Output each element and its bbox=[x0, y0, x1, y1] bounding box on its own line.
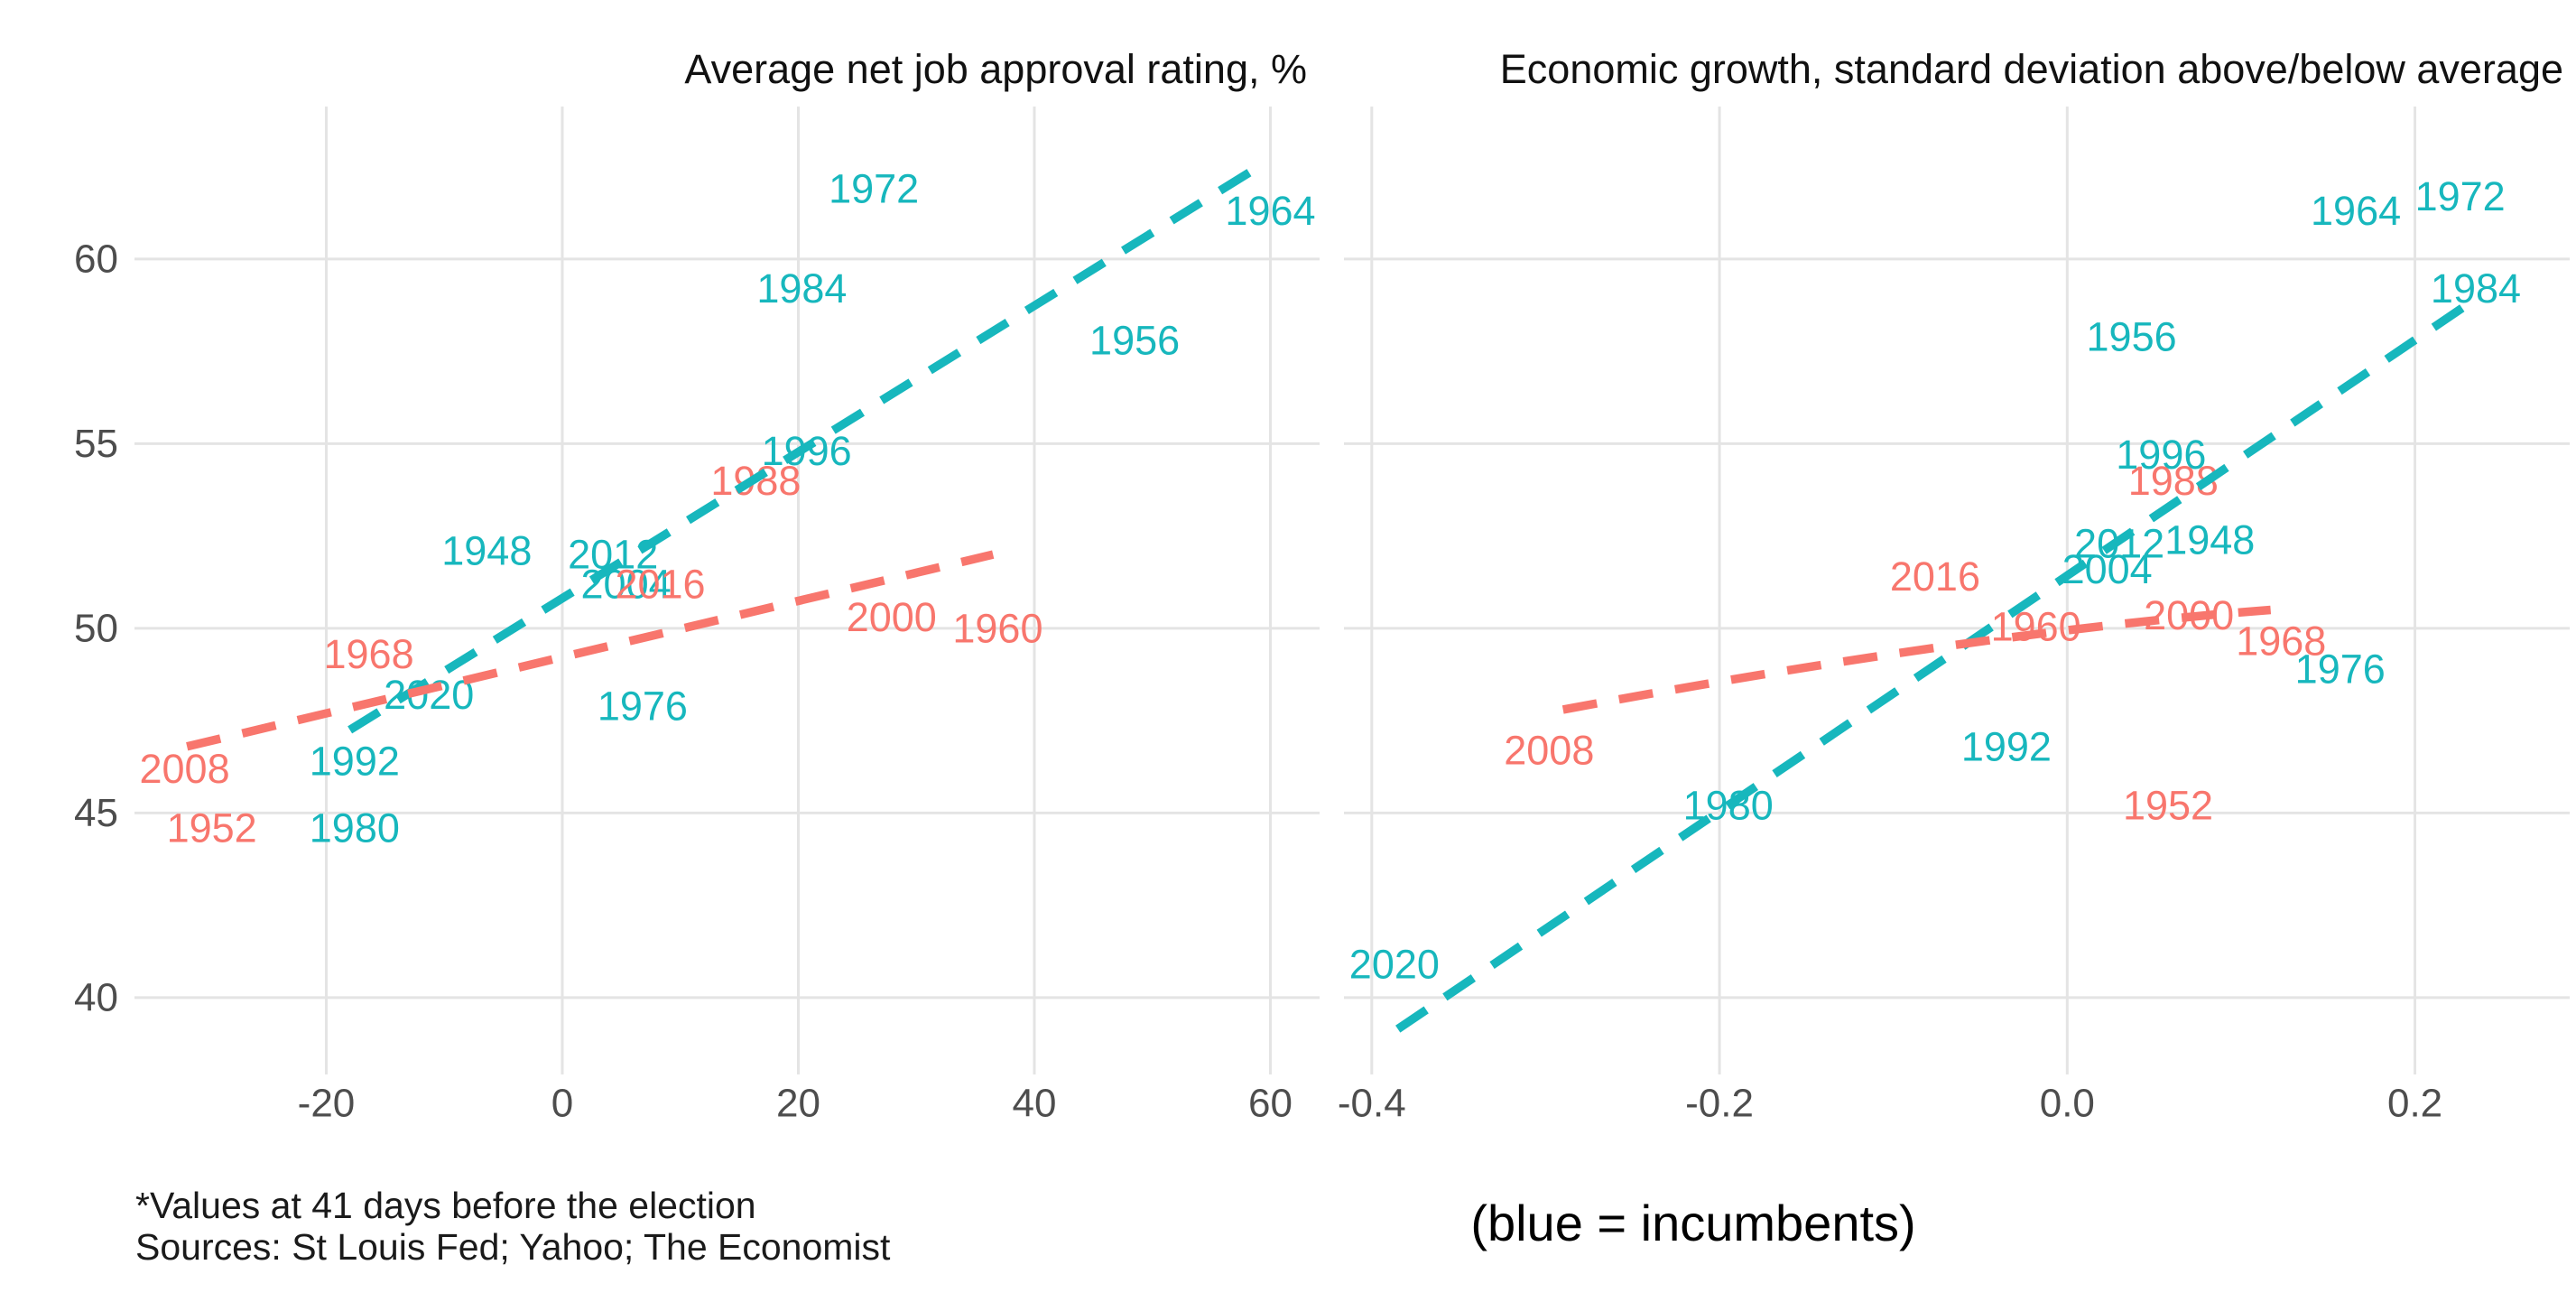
year-label-1976: 1976 bbox=[2295, 646, 2386, 692]
year-label-2020: 2020 bbox=[384, 672, 474, 718]
footnote-line-2: Sources: St Louis Fed; Yahoo; The Econom… bbox=[135, 1226, 891, 1268]
y-tick-label-50: 50 bbox=[74, 606, 118, 650]
x-tick-label--0.2: -0.2 bbox=[1685, 1082, 1754, 1126]
y-tick-label-45: 45 bbox=[74, 791, 118, 835]
y-tick-label-60: 60 bbox=[74, 237, 118, 281]
legend-note: (blue = incumbents) bbox=[1470, 1195, 1916, 1251]
incumbent-trendline bbox=[347, 166, 1256, 734]
year-label-1980: 1980 bbox=[310, 804, 400, 851]
year-label-1956: 1956 bbox=[2087, 313, 2177, 359]
footnote: *Values at 41 days before the election So… bbox=[135, 1185, 890, 1268]
year-label-2008: 2008 bbox=[1504, 727, 1594, 773]
year-label-1972: 1972 bbox=[829, 166, 919, 212]
year-label-1992: 1992 bbox=[310, 739, 400, 785]
year-label-1948: 1948 bbox=[2164, 516, 2255, 563]
year-label-2016: 2016 bbox=[1890, 553, 1980, 600]
year-label-1964: 1964 bbox=[2311, 188, 2401, 234]
year-label-1976: 1976 bbox=[598, 683, 688, 729]
year-label-1960: 1960 bbox=[952, 605, 1042, 651]
year-label-1996: 1996 bbox=[2116, 432, 2206, 478]
year-label-1948: 1948 bbox=[441, 528, 532, 574]
x-tick-label-60: 60 bbox=[1248, 1082, 1293, 1126]
year-label-2000: 2000 bbox=[847, 594, 937, 640]
challenger-trendline bbox=[1561, 605, 2272, 714]
x-tick-label-0: 0 bbox=[551, 1082, 573, 1126]
year-label-1952: 1952 bbox=[167, 804, 257, 851]
year-label-2008: 2008 bbox=[140, 746, 230, 792]
x-tick-label-20: 20 bbox=[776, 1082, 820, 1126]
year-label-2016: 2016 bbox=[615, 561, 705, 607]
year-label-1956: 1956 bbox=[1089, 317, 1180, 363]
footnote-line-1: *Values at 41 days before the election bbox=[135, 1185, 756, 1226]
x-tick-label-0.2: 0.2 bbox=[2387, 1082, 2442, 1126]
year-label-1968: 1968 bbox=[323, 631, 413, 677]
year-label-2004: 2004 bbox=[581, 561, 672, 607]
left-panel-title: Average net job approval rating, % bbox=[684, 46, 1307, 92]
year-label-2020: 2020 bbox=[1349, 942, 1440, 988]
incumbent-trendline bbox=[1395, 303, 2467, 1033]
year-label-1984: 1984 bbox=[2431, 265, 2521, 312]
y-tick-label-55: 55 bbox=[74, 422, 118, 466]
year-label-1992: 1992 bbox=[1961, 723, 2052, 769]
year-label-1968: 1968 bbox=[2236, 618, 2326, 665]
year-label-1960: 1960 bbox=[1991, 603, 2081, 649]
challenger-trendline bbox=[186, 550, 995, 751]
year-label-1964: 1964 bbox=[1225, 188, 1315, 234]
year-label-1952: 1952 bbox=[2123, 783, 2213, 829]
right-panel-title: Economic growth, standard deviation abov… bbox=[1499, 46, 2563, 92]
x-tick-label--20: -20 bbox=[298, 1082, 356, 1126]
y-tick-label-40: 40 bbox=[74, 975, 118, 1019]
year-label-1984: 1984 bbox=[756, 265, 847, 312]
x-tick-label-0.0: 0.0 bbox=[2040, 1082, 2095, 1126]
x-tick-label--0.4: -0.4 bbox=[1338, 1082, 1406, 1126]
year-label-1972: 1972 bbox=[2415, 173, 2506, 219]
x-tick-label-40: 40 bbox=[1012, 1082, 1056, 1126]
